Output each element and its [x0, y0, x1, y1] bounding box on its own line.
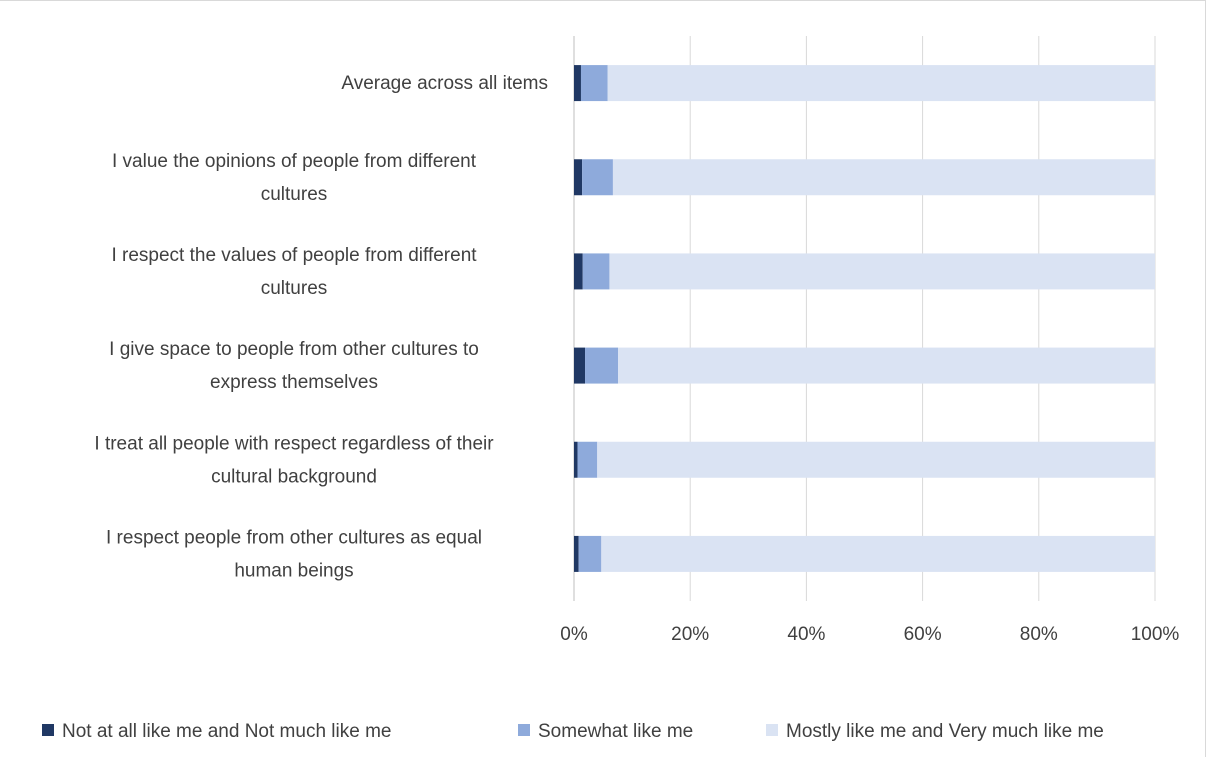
category-label: I respect the values of people from diff… — [111, 245, 477, 299]
category-label-line: I treat all people with respect regardle… — [94, 433, 494, 454]
category-label-line: human beings — [234, 560, 353, 581]
bar-segment-1 — [574, 253, 583, 290]
category-label-line: I respect the values of people from diff… — [111, 245, 477, 266]
bar-segment-2 — [577, 441, 598, 478]
category-labels: Average across all items I value the opin… — [94, 73, 548, 581]
bars — [574, 65, 1155, 572]
x-tick-label: 100% — [1131, 624, 1180, 645]
category-label-line: cultures — [261, 184, 328, 205]
bar-segment-1 — [574, 159, 583, 196]
legend-item: Somewhat like me — [518, 721, 693, 742]
bar-segment-2 — [580, 65, 608, 102]
legend-label: Mostly like me and Very much like me — [786, 721, 1104, 742]
x-tick-label: 0% — [560, 624, 588, 645]
category-label: I give space to people from other cultur… — [109, 339, 479, 393]
bar-segment-1 — [574, 535, 579, 572]
category-label-line: cultures — [261, 278, 328, 299]
legend-item: Mostly like me and Very much like me — [766, 721, 1104, 742]
category-label: Average across all items — [341, 73, 548, 94]
bar-segment-2 — [585, 347, 619, 384]
x-tick-label: 60% — [904, 624, 942, 645]
category-label-line: I respect people from other cultures as … — [106, 527, 482, 548]
category-label-line: I value the opinions of people from diff… — [112, 151, 477, 172]
category-label-line: I give space to people from other cultur… — [109, 339, 479, 360]
bar-segment-3 — [612, 159, 1155, 196]
x-tick-label: 20% — [671, 624, 709, 645]
bar-segment-3 — [601, 535, 1155, 572]
legend-label: Somewhat like me — [538, 721, 693, 742]
category-label-line: express themselves — [210, 372, 378, 393]
category-label: I respect people from other cultures as … — [106, 527, 482, 581]
bar-segment-2 — [578, 535, 602, 572]
legend-swatch — [42, 724, 54, 736]
legend-swatch — [766, 724, 778, 736]
legend-label: Not at all like me and Not much like me — [62, 721, 391, 742]
gridlines — [573, 36, 1156, 601]
category-label-line: cultural background — [211, 466, 377, 487]
bar-segment-1 — [574, 441, 578, 478]
legend-swatch — [518, 724, 530, 736]
bar-segment-3 — [618, 347, 1155, 384]
bar-segment-1 — [574, 347, 586, 384]
bar-segment-2 — [582, 253, 610, 290]
bar-segment-1 — [574, 65, 581, 102]
legend-item: Not at all like me and Not much like me — [42, 721, 391, 742]
bar-segment-3 — [607, 65, 1155, 102]
legend: Not at all like me and Not much like me S… — [42, 721, 1104, 742]
x-tick-label: 80% — [1020, 624, 1058, 645]
bar-segment-3 — [597, 441, 1155, 478]
bar-segment-2 — [582, 159, 613, 196]
x-tick-label: 40% — [787, 624, 825, 645]
x-axis-tick-labels: 0% 20% 40% 60% 80% 100% — [560, 624, 1179, 645]
category-label: I treat all people with respect regardle… — [94, 433, 494, 487]
bar-segment-3 — [609, 253, 1155, 290]
category-label: I value the opinions of people from diff… — [112, 151, 477, 205]
category-label-line: Average across all items — [341, 73, 548, 94]
